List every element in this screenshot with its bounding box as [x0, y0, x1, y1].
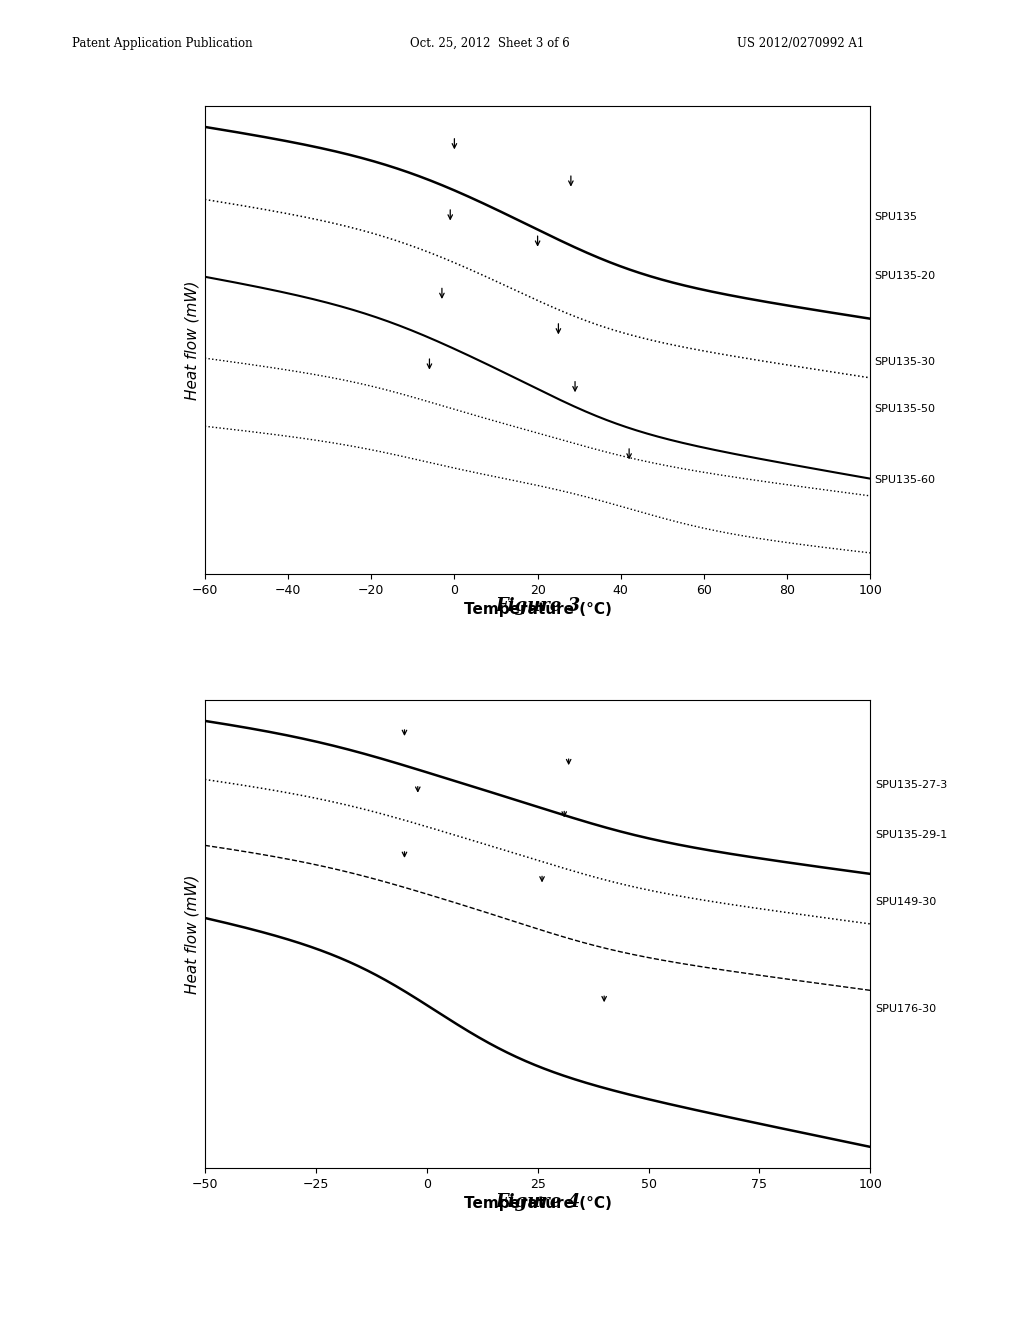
Text: Figure 4: Figure 4 — [495, 1193, 581, 1212]
Text: SPU135-20: SPU135-20 — [874, 271, 936, 281]
Text: Figure 3: Figure 3 — [495, 597, 581, 615]
Text: SPU135-27-3: SPU135-27-3 — [874, 780, 947, 791]
Text: SPU135-29-1: SPU135-29-1 — [874, 830, 947, 840]
Text: SPU135-50: SPU135-50 — [874, 404, 936, 413]
Text: SPU135: SPU135 — [874, 213, 918, 222]
Text: US 2012/0270992 A1: US 2012/0270992 A1 — [737, 37, 864, 50]
Text: SPU135-30: SPU135-30 — [874, 358, 936, 367]
Text: Patent Application Publication: Patent Application Publication — [72, 37, 252, 50]
Text: SPU176-30: SPU176-30 — [874, 1003, 936, 1014]
Text: SPU135-60: SPU135-60 — [874, 475, 936, 486]
Y-axis label: Heat flow (mW): Heat flow (mW) — [184, 874, 200, 994]
X-axis label: Temperature (°C): Temperature (°C) — [464, 1196, 611, 1212]
Y-axis label: Heat flow (mW): Heat flow (mW) — [184, 280, 200, 400]
Text: Oct. 25, 2012  Sheet 3 of 6: Oct. 25, 2012 Sheet 3 of 6 — [410, 37, 569, 50]
X-axis label: Temperature (°C): Temperature (°C) — [464, 602, 611, 618]
Text: SPU149-30: SPU149-30 — [874, 896, 936, 907]
